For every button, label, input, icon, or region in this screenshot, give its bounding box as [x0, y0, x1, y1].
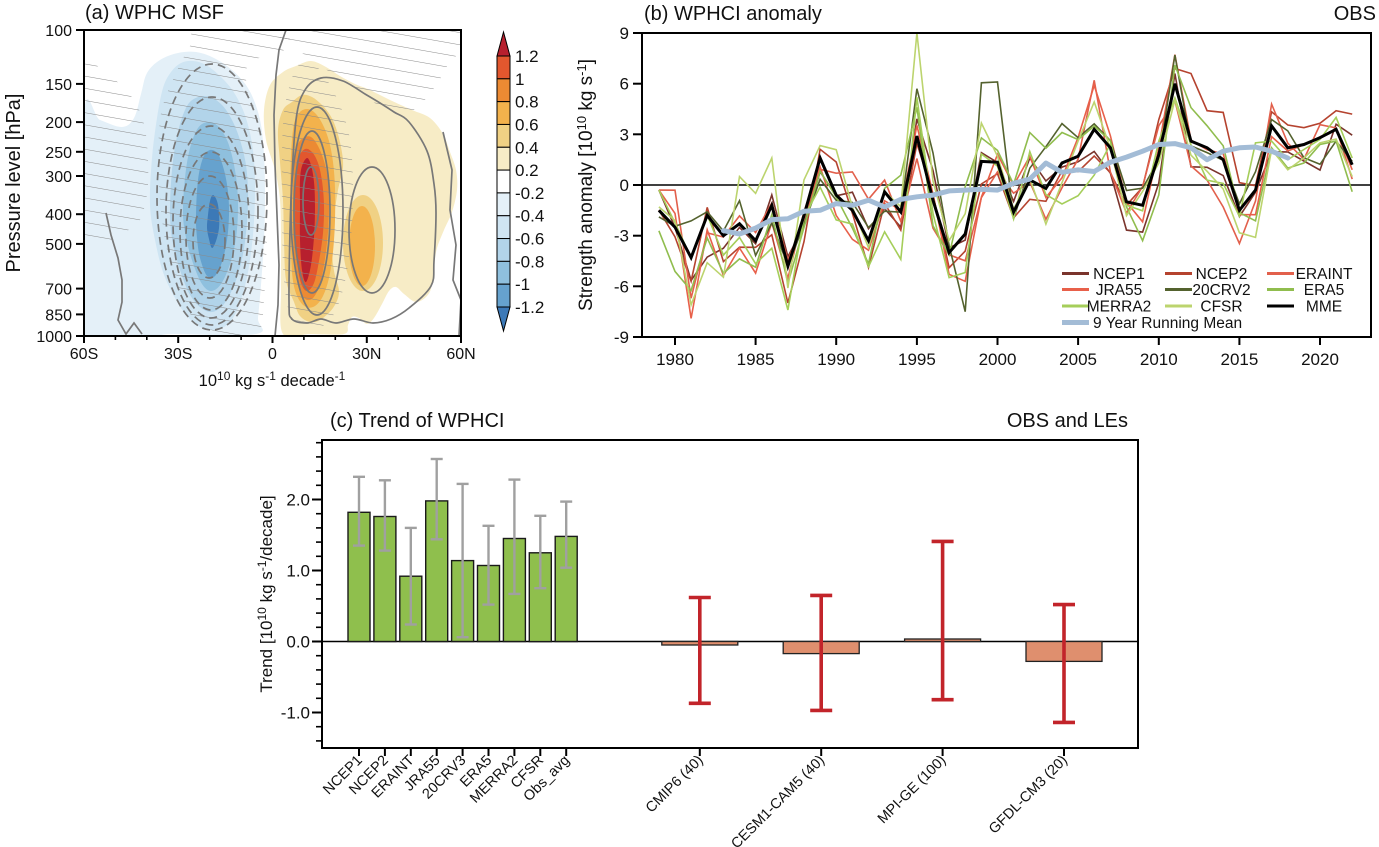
svg-text:100: 100 [45, 23, 72, 40]
svg-text:700: 700 [45, 282, 72, 299]
svg-text:2010: 2010 [1140, 350, 1178, 369]
svg-text:6: 6 [620, 75, 629, 94]
svg-text:OBS: OBS [1334, 3, 1376, 25]
svg-text:20CRV2: 20CRV2 [1192, 282, 1250, 299]
svg-text:Trend [1010 kg s-1/decade]: Trend [1010 kg s-1/decade] [255, 495, 276, 692]
svg-text:CMIP6 (40): CMIP6 (40) [643, 753, 707, 817]
svg-text:Strength anomaly [1010 kg s-1]: Strength anomaly [1010 kg s-1] [574, 59, 597, 311]
svg-text:0.4: 0.4 [515, 138, 539, 157]
svg-text:3: 3 [620, 125, 629, 144]
svg-text:250: 250 [45, 145, 72, 162]
svg-text:JRA55: JRA55 [1096, 282, 1143, 299]
svg-text:0: 0 [620, 176, 629, 195]
svg-text:2.0: 2.0 [286, 491, 310, 510]
svg-text:0.6: 0.6 [515, 116, 539, 135]
svg-text:850: 850 [45, 307, 72, 324]
svg-text:2015: 2015 [1220, 350, 1258, 369]
svg-text:-0.4: -0.4 [515, 207, 544, 226]
svg-text:CESM1-CAM5 (40): CESM1-CAM5 (40) [728, 753, 828, 847]
svg-text:0.2: 0.2 [515, 161, 539, 180]
svg-text:0.0: 0.0 [286, 633, 310, 652]
svg-text:1.2: 1.2 [515, 47, 539, 66]
svg-text:ERAINT: ERAINT [1296, 266, 1353, 283]
svg-text:9 Year Running Mean: 9 Year Running Mean [1093, 315, 1242, 332]
svg-text:9: 9 [620, 24, 629, 43]
svg-text:-0.2: -0.2 [515, 184, 544, 203]
svg-text:-9: -9 [614, 328, 629, 347]
svg-text:-1.0: -1.0 [281, 704, 310, 723]
svg-text:1000: 1000 [36, 329, 72, 346]
svg-text:30N: 30N [352, 346, 381, 363]
svg-text:0.8: 0.8 [515, 93, 539, 112]
svg-text:ERA5: ERA5 [1304, 282, 1345, 299]
svg-text:(c) Trend of WPHCI: (c) Trend of WPHCI [330, 410, 504, 432]
svg-text:-3: -3 [614, 227, 629, 246]
svg-text:2005: 2005 [1059, 350, 1097, 369]
svg-text:60S: 60S [70, 346, 98, 363]
svg-text:1980: 1980 [656, 350, 694, 369]
svg-text:MERRA2: MERRA2 [1087, 299, 1152, 316]
svg-text:-0.8: -0.8 [515, 252, 544, 271]
svg-text:GFDL-CM3 (20): GFDL-CM3 (20) [986, 753, 1071, 838]
svg-text:NCEP1: NCEP1 [1093, 266, 1145, 283]
svg-text:500: 500 [45, 237, 72, 254]
svg-text:1010 kg s-1 decade-1: 1010 kg s-1 decade-1 [199, 369, 346, 390]
svg-text:-6: -6 [614, 277, 629, 296]
svg-text:1990: 1990 [817, 350, 855, 369]
svg-text:CFSR: CFSR [1200, 299, 1242, 316]
svg-text:2000: 2000 [979, 350, 1017, 369]
svg-text:(a) WPHC MSF: (a) WPHC MSF [85, 2, 224, 24]
svg-text:-1.2: -1.2 [515, 298, 544, 317]
svg-text:MPI-GE (100): MPI-GE (100) [875, 753, 950, 828]
svg-text:1.0: 1.0 [286, 562, 310, 581]
svg-text:(b) WPHCI anomaly: (b) WPHCI anomaly [644, 3, 822, 25]
svg-text:60N: 60N [446, 346, 475, 363]
svg-text:200: 200 [45, 115, 72, 132]
svg-text:1: 1 [515, 70, 524, 89]
svg-text:150: 150 [45, 77, 72, 94]
svg-text:0: 0 [268, 346, 277, 363]
svg-text:Pressure level [hPa]: Pressure level [hPa] [3, 94, 25, 273]
svg-text:400: 400 [45, 207, 72, 224]
svg-text:OBS and LEs: OBS and LEs [1007, 410, 1128, 432]
svg-text:NCEP2: NCEP2 [1196, 266, 1248, 283]
svg-text:-0.6: -0.6 [515, 230, 544, 249]
svg-text:-1: -1 [515, 275, 530, 294]
svg-text:30S: 30S [164, 346, 192, 363]
svg-text:1985: 1985 [737, 350, 775, 369]
svg-text:1995: 1995 [898, 350, 936, 369]
svg-text:MME: MME [1306, 299, 1342, 316]
svg-text:300: 300 [45, 169, 72, 186]
svg-text:2020: 2020 [1301, 350, 1339, 369]
